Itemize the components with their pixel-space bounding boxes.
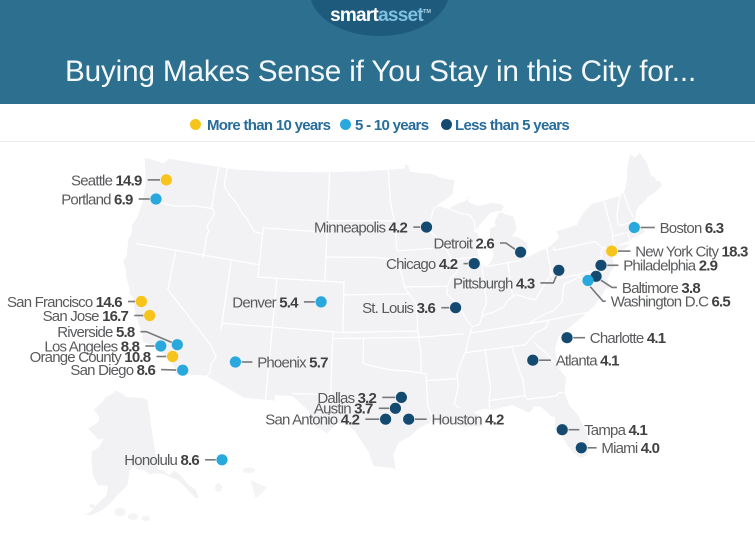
svg-text:Honolulu 8.6: Honolulu 8.6 — [124, 452, 199, 469]
svg-text:Minneapolis 4.2: Minneapolis 4.2 — [314, 220, 408, 237]
svg-text:Austin 3.7: Austin 3.7 — [314, 401, 373, 418]
svg-text:San Antonio 4.2: San Antonio 4.2 — [265, 412, 359, 429]
svg-text:San Francisco 14.6: San Francisco 14.6 — [7, 294, 122, 311]
svg-text:Seattle 14.9: Seattle 14.9 — [71, 172, 142, 189]
svg-text:Los Angeles 8.8: Los Angeles 8.8 — [44, 338, 139, 355]
svg-text:Washington D.C 6.5: Washington D.C 6.5 — [611, 294, 731, 311]
svg-text:Pittsburgh 4.3: Pittsburgh 4.3 — [453, 275, 535, 292]
svg-text:Atlanta 4.1: Atlanta 4.1 — [556, 353, 619, 370]
svg-text:Portland 6.9: Portland 6.9 — [61, 191, 133, 208]
svg-text:Philadelphia 2.9: Philadelphia 2.9 — [623, 258, 717, 275]
svg-text:Charlotte 4.1: Charlotte 4.1 — [590, 330, 666, 347]
svg-text:San Diego 8.6: San Diego 8.6 — [70, 362, 155, 379]
svg-text:Baltimore 3.8: Baltimore 3.8 — [622, 280, 700, 297]
svg-text:Dallas 3.2: Dallas 3.2 — [317, 390, 376, 407]
svg-text:Orange County 10.8: Orange County 10.8 — [30, 349, 151, 366]
svg-text:Tampa 4.1: Tampa 4.1 — [584, 422, 647, 439]
svg-text:Phoenix 5.7: Phoenix 5.7 — [257, 354, 328, 371]
svg-text:Detroit 2.6: Detroit 2.6 — [433, 235, 494, 252]
svg-text:Denver 5.4: Denver 5.4 — [232, 294, 299, 311]
svg-text:Riverside 5.8: Riverside 5.8 — [57, 324, 135, 341]
svg-text:Boston 6.3: Boston 6.3 — [660, 220, 724, 237]
svg-text:San Jose 16.7: San Jose 16.7 — [43, 308, 129, 325]
svg-text:Miami 4.0: Miami 4.0 — [601, 440, 659, 457]
svg-text:Houston 4.2: Houston 4.2 — [432, 412, 505, 429]
svg-text:New York City 18.3: New York City 18.3 — [635, 244, 748, 261]
svg-text:Chicago 4.2: Chicago 4.2 — [386, 256, 458, 273]
svg-text:St. Louis 3.6: St. Louis 3.6 — [362, 300, 435, 317]
